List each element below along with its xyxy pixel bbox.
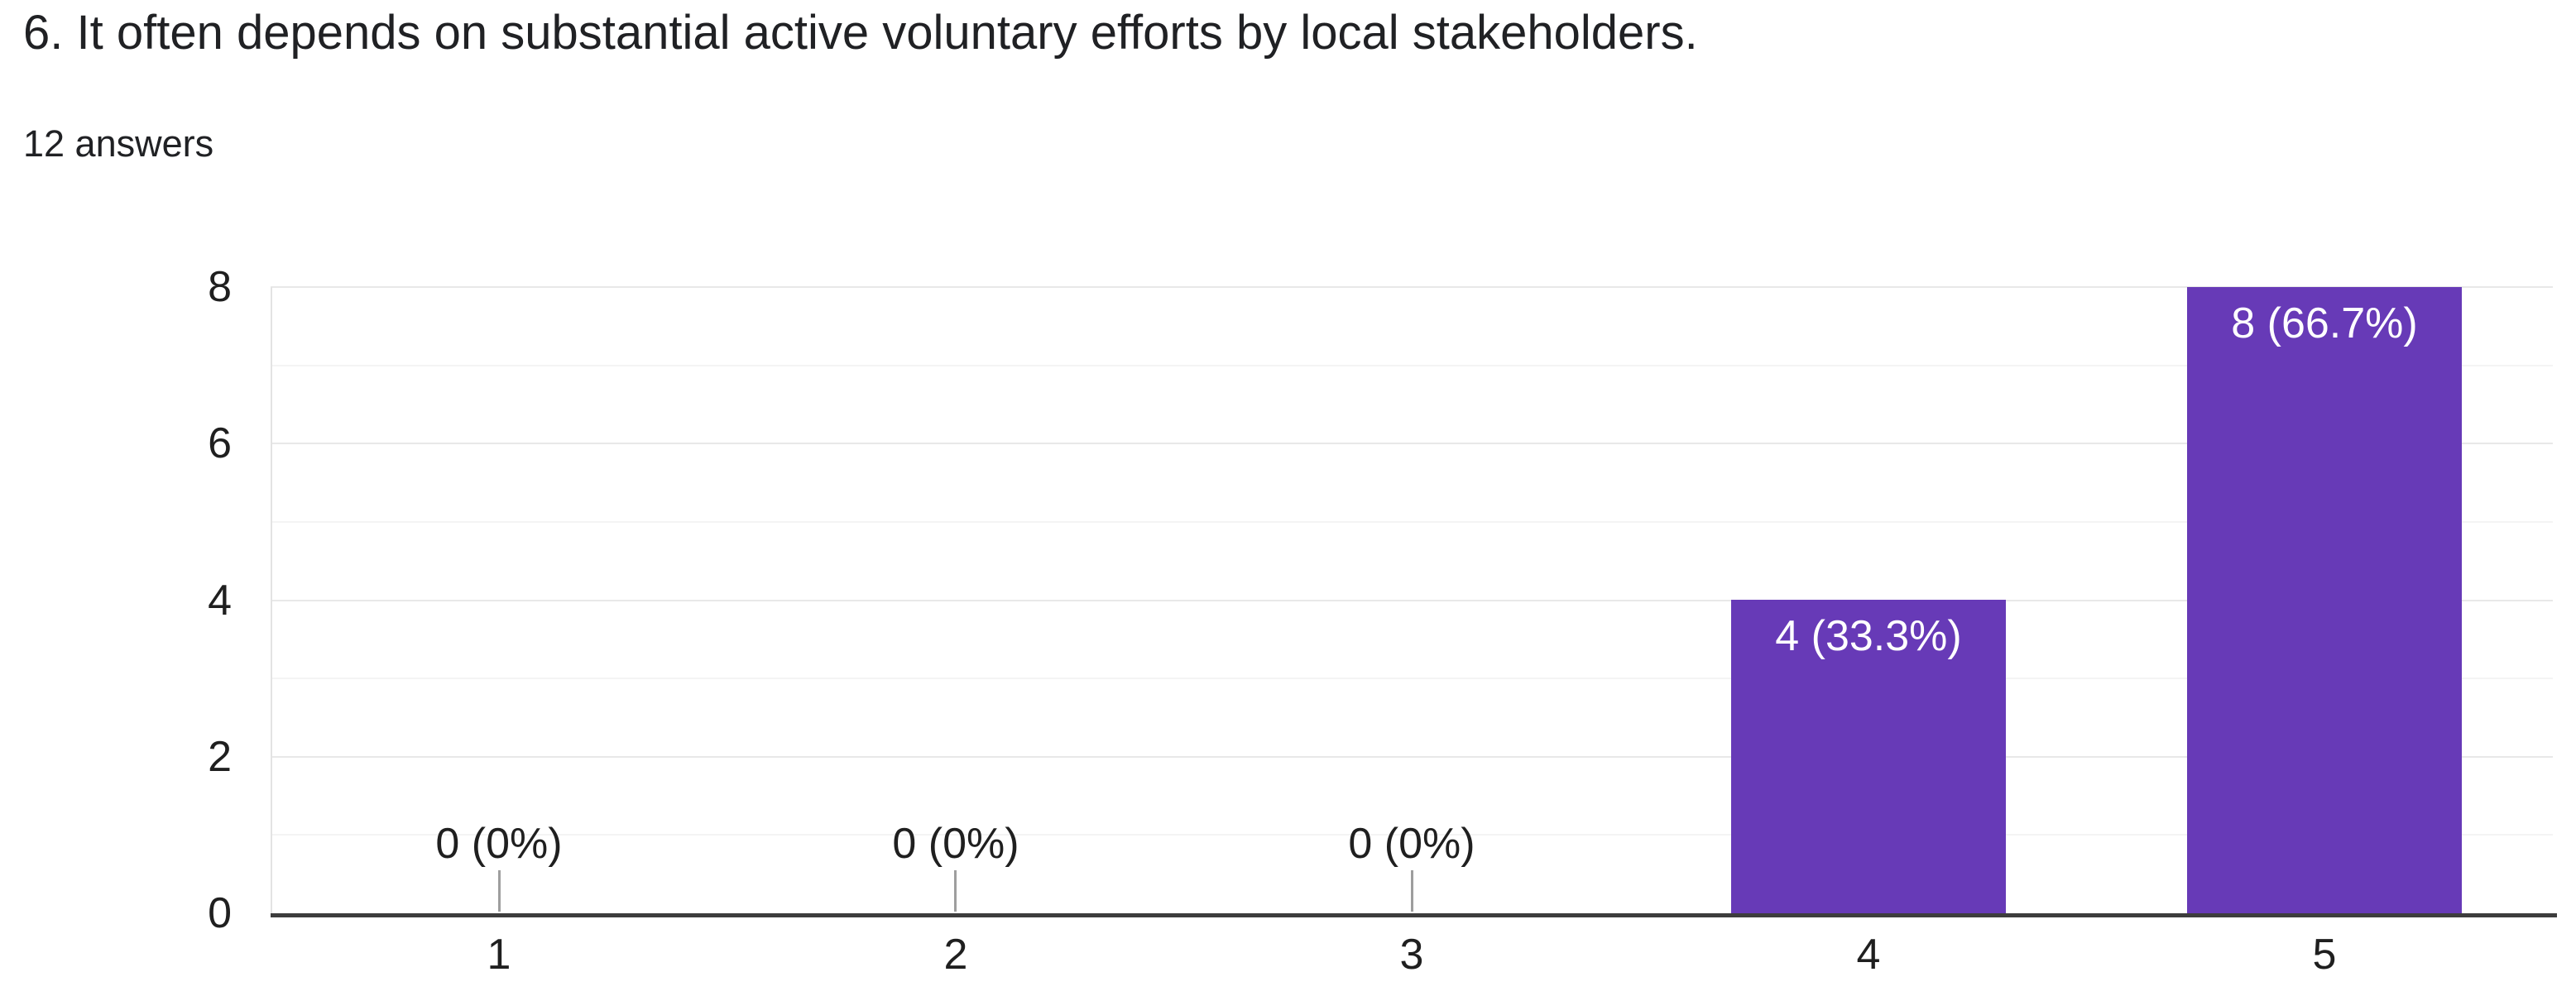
y-tick-label: 2 [208, 733, 232, 781]
bar-value-label: 4 (33.3%) [1775, 612, 1962, 660]
y-tick-label: 6 [208, 419, 232, 467]
x-tick-label: 4 [1856, 931, 1881, 979]
zero-value-label: 0 (0%) [1348, 820, 1475, 868]
major-gridline [271, 286, 2553, 288]
zero-tick-stub [498, 870, 501, 912]
minor-gridline [271, 834, 2553, 836]
zero-tick-stub [1411, 870, 1413, 912]
x-axis-baseline [271, 913, 2557, 917]
bar [2187, 287, 2462, 913]
plot-left-edge [271, 287, 272, 913]
minor-gridline [271, 365, 2553, 366]
bar [1731, 600, 2006, 913]
x-tick-label: 1 [487, 931, 511, 979]
x-tick-label: 2 [943, 931, 968, 979]
major-gridline [271, 443, 2553, 444]
y-tick-label: 0 [208, 889, 232, 937]
y-tick-label: 4 [208, 577, 232, 625]
zero-value-label: 0 (0%) [892, 820, 1019, 868]
minor-gridline [271, 678, 2553, 679]
x-tick-label: 5 [2312, 931, 2337, 979]
y-tick-label: 8 [208, 263, 232, 311]
answers-count: 12 answers [23, 122, 214, 165]
major-gridline [271, 756, 2553, 758]
minor-gridline [271, 521, 2553, 523]
bar-value-label: 8 (66.7%) [2231, 299, 2418, 347]
zero-tick-stub [954, 870, 957, 912]
major-gridline [271, 600, 2553, 601]
zero-value-label: 0 (0%) [435, 820, 563, 868]
question-title: 6. It often depends on substantial activ… [23, 6, 1698, 60]
x-tick-label: 3 [1399, 931, 1424, 979]
